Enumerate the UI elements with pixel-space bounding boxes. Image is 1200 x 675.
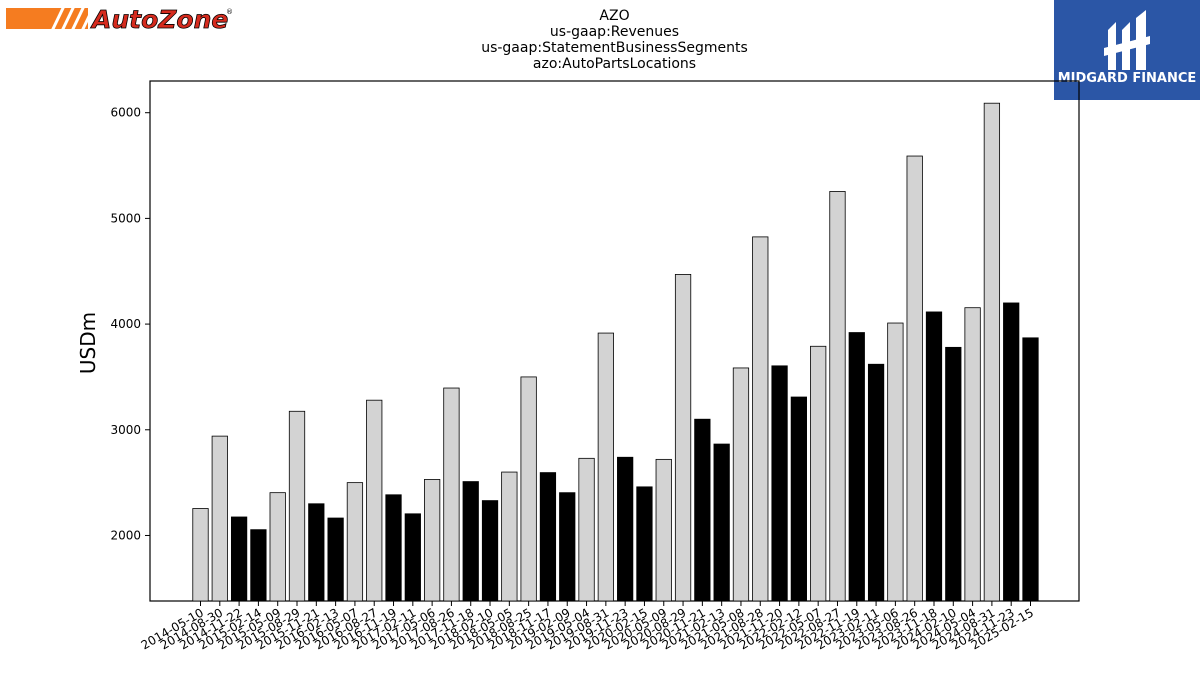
autozone-logo-stripes xyxy=(50,5,96,32)
bar xyxy=(1022,337,1039,602)
bar xyxy=(578,457,595,602)
bar xyxy=(462,481,479,602)
midgard-logo-mark xyxy=(1104,10,1150,70)
registered-mark: ® xyxy=(226,8,233,16)
bar xyxy=(424,479,441,602)
title-line: us-gaap:StatementBusinessSegments xyxy=(481,40,748,56)
bar xyxy=(539,472,557,602)
bar xyxy=(945,346,962,602)
x-axis-ticks: 2014-05-102014-08-302014-11-222015-02-14… xyxy=(139,601,1036,652)
bar xyxy=(269,492,286,602)
bar xyxy=(366,399,383,602)
bar xyxy=(443,387,460,602)
bar xyxy=(925,311,943,602)
bar xyxy=(771,365,788,602)
bar xyxy=(192,508,209,602)
autozone-logo: AutoZone ® xyxy=(6,5,233,34)
bar xyxy=(694,418,711,602)
title-line: azo:AutoPartsLocations xyxy=(533,56,696,72)
bar xyxy=(810,345,827,602)
bar xyxy=(829,191,846,602)
bar xyxy=(674,274,692,602)
autozone-logo-text: AutoZone xyxy=(90,5,228,34)
bar xyxy=(906,155,923,602)
y-tick-label: 2000 xyxy=(110,528,141,542)
y-tick-label: 4000 xyxy=(110,317,141,331)
bar xyxy=(481,500,499,602)
bar xyxy=(848,332,865,602)
bar xyxy=(732,367,750,602)
y-tick-label: 6000 xyxy=(110,106,141,120)
bar xyxy=(597,332,614,602)
bar xyxy=(211,435,228,602)
bar xyxy=(636,486,653,602)
y-axis-ticks: 2000 3000 4000 5000 6000 xyxy=(110,106,150,542)
bar xyxy=(308,503,325,602)
bar xyxy=(520,376,537,602)
plot-frame xyxy=(149,80,1080,602)
bar xyxy=(327,517,344,602)
y-axis-label: USDm xyxy=(76,312,100,374)
bar xyxy=(867,363,885,602)
bar xyxy=(346,482,364,602)
bar xyxy=(230,516,248,602)
midgard-finance-logo: MIDGARD FINANCE xyxy=(1054,0,1200,100)
y-tick-label: 5000 xyxy=(110,211,141,225)
title-line: AZO xyxy=(599,8,629,24)
bar xyxy=(1003,302,1020,602)
bar xyxy=(752,236,769,602)
bar xyxy=(983,102,1001,602)
autozone-logo-stripe-block xyxy=(6,8,88,29)
bars xyxy=(192,102,1039,602)
bar xyxy=(790,396,807,602)
bar xyxy=(617,456,634,602)
bar xyxy=(655,458,672,602)
bar xyxy=(964,307,981,602)
bar xyxy=(250,529,267,602)
bar xyxy=(404,513,421,602)
bar xyxy=(887,322,904,602)
bar xyxy=(501,471,518,602)
midgard-logo-text: MIDGARD FINANCE xyxy=(1058,71,1197,86)
y-tick-label: 3000 xyxy=(110,423,141,437)
chart-title: AZOus-gaap:Revenuesus-gaap:StatementBusi… xyxy=(481,8,748,72)
bar xyxy=(385,494,402,602)
bar xyxy=(288,410,306,602)
bar xyxy=(713,443,730,602)
bar xyxy=(559,492,576,602)
title-line: us-gaap:Revenues xyxy=(550,24,679,40)
